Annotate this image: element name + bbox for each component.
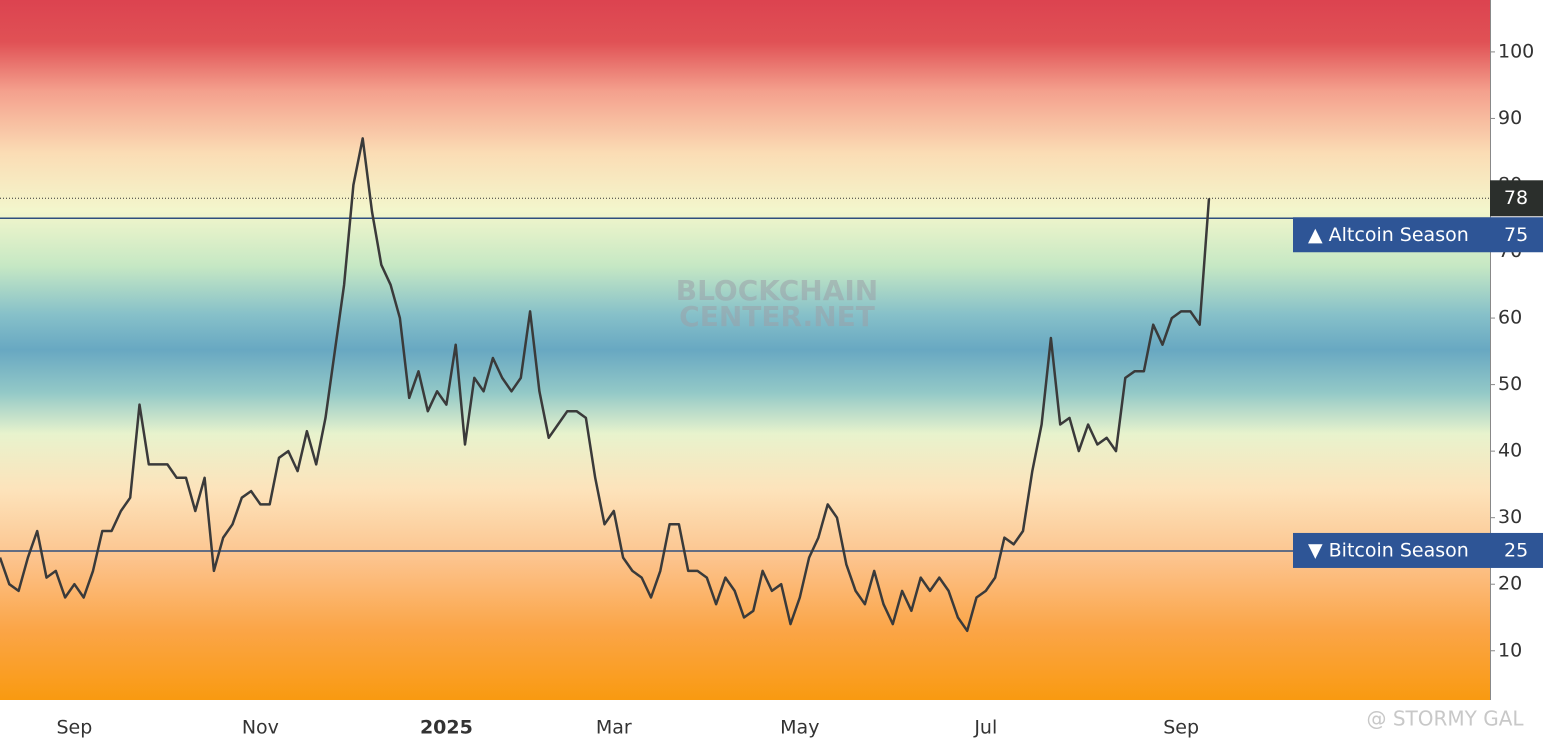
threshold-box	[1293, 532, 1543, 568]
x-tick-label: Mar	[596, 717, 632, 739]
y-tick-label: 30	[1498, 506, 1522, 528]
x-tick-label: Sep	[56, 717, 92, 739]
threshold-value: 75	[1504, 224, 1528, 246]
threshold-box	[1293, 217, 1543, 253]
data-line	[0, 137, 1211, 633]
x-tick-label: Nov	[242, 717, 279, 739]
y-tick-label: 10	[1498, 639, 1522, 661]
last-value-box	[1490, 180, 1543, 217]
last-value-label: 78	[1504, 187, 1528, 209]
credit: @ STORMY GAL	[1366, 707, 1524, 731]
y-tick-label: 20	[1498, 573, 1522, 595]
y-tick-label: 60	[1498, 307, 1522, 329]
x-tick-label: Jul	[973, 717, 997, 739]
threshold-label: ▼ Bitcoin Season	[1308, 539, 1469, 561]
x-tick-label: May	[780, 717, 819, 739]
plot-background	[0, 0, 1490, 700]
watermark: BLOCKCHAIN	[676, 274, 878, 307]
y-tick-label: 40	[1498, 440, 1522, 462]
threshold-value: 25	[1504, 539, 1528, 561]
watermark: CENTER.NET	[679, 300, 875, 333]
threshold-label: ▲ Altcoin Season	[1308, 224, 1469, 246]
y-tick-label: 100	[1498, 40, 1534, 62]
x-tick-label: 2025	[420, 717, 473, 739]
y-tick-label: 50	[1498, 373, 1522, 395]
x-tick-label: Sep	[1163, 717, 1199, 739]
y-tick-label: 90	[1498, 107, 1522, 129]
